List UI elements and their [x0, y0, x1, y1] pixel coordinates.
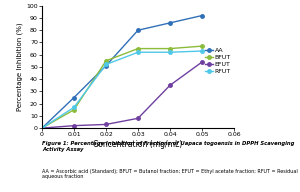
BFUT: [168, 47, 172, 50]
BFUT: [136, 47, 140, 50]
Line: BFUT: BFUT: [40, 44, 204, 130]
Line: RFUT: RFUT: [40, 49, 204, 130]
Legend: AA, BFUT, EFUT, RFUT: AA, BFUT, EFUT, RFUT: [203, 45, 233, 76]
Line: EFUT: EFUT: [40, 60, 204, 130]
RFUT: [72, 106, 76, 108]
Line: AA: AA: [40, 14, 204, 130]
RFUT: [40, 127, 44, 129]
AA: [72, 96, 76, 99]
AA: [136, 29, 140, 31]
AA: [104, 65, 108, 67]
RFUT: [136, 51, 140, 53]
RFUT: [200, 50, 204, 52]
BFUT: [104, 60, 108, 62]
BFUT: [200, 45, 204, 47]
RFUT: [168, 51, 172, 53]
EFUT: [200, 61, 204, 63]
EFUT: [72, 124, 76, 127]
Text: AA = Ascorbic acid (Standard); BFUT = Butanol fraction; EFUT = Ethyl acetate fra: AA = Ascorbic acid (Standard); BFUT = Bu…: [42, 169, 298, 180]
EFUT: [136, 117, 140, 119]
Y-axis label: Percentage Inhibition (%): Percentage Inhibition (%): [17, 23, 23, 111]
AA: [40, 127, 44, 129]
BFUT: [40, 127, 44, 129]
Text: Figure 1: Percentage Inhibition of Fractions of Uapaca togoensis in DPPH Scaveng: Figure 1: Percentage Inhibition of Fract…: [42, 141, 294, 152]
BFUT: [72, 109, 76, 111]
AA: [200, 14, 204, 17]
EFUT: [104, 123, 108, 126]
AA: [168, 22, 172, 24]
RFUT: [104, 63, 108, 66]
X-axis label: Concentration (mg/mL): Concentration (mg/mL): [93, 140, 183, 149]
EFUT: [40, 127, 44, 129]
EFUT: [168, 84, 172, 86]
